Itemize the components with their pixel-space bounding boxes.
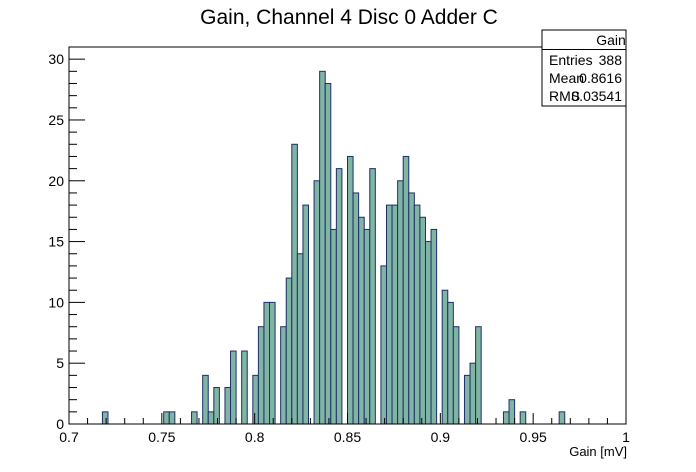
y-axis-ticks bbox=[69, 46, 85, 425]
y-tick-label: 20 bbox=[48, 173, 64, 189]
histogram-bar bbox=[397, 180, 404, 425]
x-tick-label: 0.85 bbox=[334, 429, 361, 445]
histogram-bar bbox=[263, 301, 271, 425]
histogram-bar bbox=[252, 374, 259, 425]
histogram-bar bbox=[475, 326, 482, 425]
histogram-bar bbox=[558, 411, 566, 425]
histogram-bar bbox=[101, 411, 109, 425]
histogram-bar bbox=[391, 204, 399, 425]
histogram-bar bbox=[363, 228, 371, 425]
histogram-bar bbox=[168, 411, 176, 425]
histogram-bar bbox=[441, 289, 449, 425]
x-tick-label: 0.95 bbox=[520, 429, 547, 445]
histogram-bar bbox=[358, 216, 365, 425]
x-tick-label: 0.75 bbox=[148, 429, 175, 445]
histogram-bar bbox=[302, 204, 310, 425]
x-tick-label: 0.9 bbox=[431, 429, 451, 445]
histogram-bar bbox=[313, 180, 321, 425]
stats-rms-label: RMS bbox=[549, 88, 580, 104]
histogram-bar bbox=[402, 155, 410, 425]
x-tick-label: 0.7 bbox=[59, 429, 79, 445]
y-axis-tick-labels: 0 5 10 15 20 25 30 bbox=[48, 51, 64, 432]
stats-box-title: Gain bbox=[596, 32, 626, 48]
histogram-bar bbox=[285, 277, 293, 425]
stats-mean-label: Mean bbox=[549, 70, 584, 86]
histogram-bar bbox=[385, 204, 393, 425]
histogram-bar bbox=[508, 399, 516, 425]
y-tick-label: 30 bbox=[48, 51, 64, 67]
stats-box-frame bbox=[541, 29, 627, 107]
histogram-bar bbox=[430, 228, 438, 425]
histogram-bar bbox=[369, 168, 376, 425]
stats-rms-value: 0.03541 bbox=[571, 88, 622, 104]
histogram-bar bbox=[330, 228, 337, 425]
stats-mean-value: 0.8616 bbox=[579, 70, 622, 86]
histogram-bar bbox=[269, 301, 276, 425]
stats-entries-value: 388 bbox=[599, 52, 623, 68]
histogram-bar bbox=[335, 168, 343, 425]
histogram-bar bbox=[419, 216, 426, 425]
histogram-bar bbox=[380, 265, 387, 425]
histogram-bar bbox=[280, 326, 287, 425]
x-axis-label: Gain [mV] bbox=[569, 444, 627, 459]
histogram-bar bbox=[224, 387, 232, 425]
histogram-bar bbox=[207, 411, 215, 425]
y-tick-label: 5 bbox=[56, 355, 64, 371]
stats-entries-label: Entries bbox=[549, 52, 593, 68]
histogram-bar bbox=[447, 301, 454, 425]
histogram-bar bbox=[191, 411, 198, 425]
histogram-bar bbox=[502, 411, 510, 425]
histogram-bar bbox=[463, 374, 471, 425]
x-axis-tick-labels: 0.7 0.75 0.8 0.85 0.9 0.95 1 bbox=[59, 429, 630, 445]
histogram-bar bbox=[230, 350, 237, 425]
histogram-bar bbox=[241, 350, 248, 425]
histogram-bar bbox=[352, 192, 360, 425]
x-axis-ticks bbox=[68, 413, 627, 424]
histogram-bar bbox=[469, 362, 477, 425]
histogram-bar bbox=[408, 192, 415, 425]
histogram-bar bbox=[296, 253, 304, 425]
x-tick-label: 0.8 bbox=[245, 429, 265, 445]
histogram-bar bbox=[324, 82, 332, 425]
histogram-bar bbox=[319, 70, 326, 425]
histogram-bar bbox=[213, 387, 220, 425]
histogram-bar bbox=[519, 411, 527, 425]
stats-box: Gain Entries 388 Mean 0.8616 RMS 0.03541 bbox=[541, 29, 627, 107]
histogram-bar bbox=[424, 241, 432, 425]
histogram-bar bbox=[413, 204, 421, 425]
y-tick-label: 0 bbox=[56, 416, 64, 432]
histogram-bar bbox=[202, 374, 209, 425]
y-tick-label: 15 bbox=[48, 234, 64, 250]
x-tick-label: 1 bbox=[622, 429, 630, 445]
histogram-bar bbox=[291, 143, 298, 425]
y-tick-label: 10 bbox=[48, 294, 64, 310]
histogram-bar bbox=[163, 411, 170, 425]
histogram-bar bbox=[347, 155, 354, 425]
histogram-bar bbox=[452, 326, 460, 425]
y-tick-label: 25 bbox=[48, 112, 64, 128]
chart-title: Gain, Channel 4 Disc 0 Adder C bbox=[200, 6, 498, 29]
histogram-bar bbox=[257, 326, 265, 425]
